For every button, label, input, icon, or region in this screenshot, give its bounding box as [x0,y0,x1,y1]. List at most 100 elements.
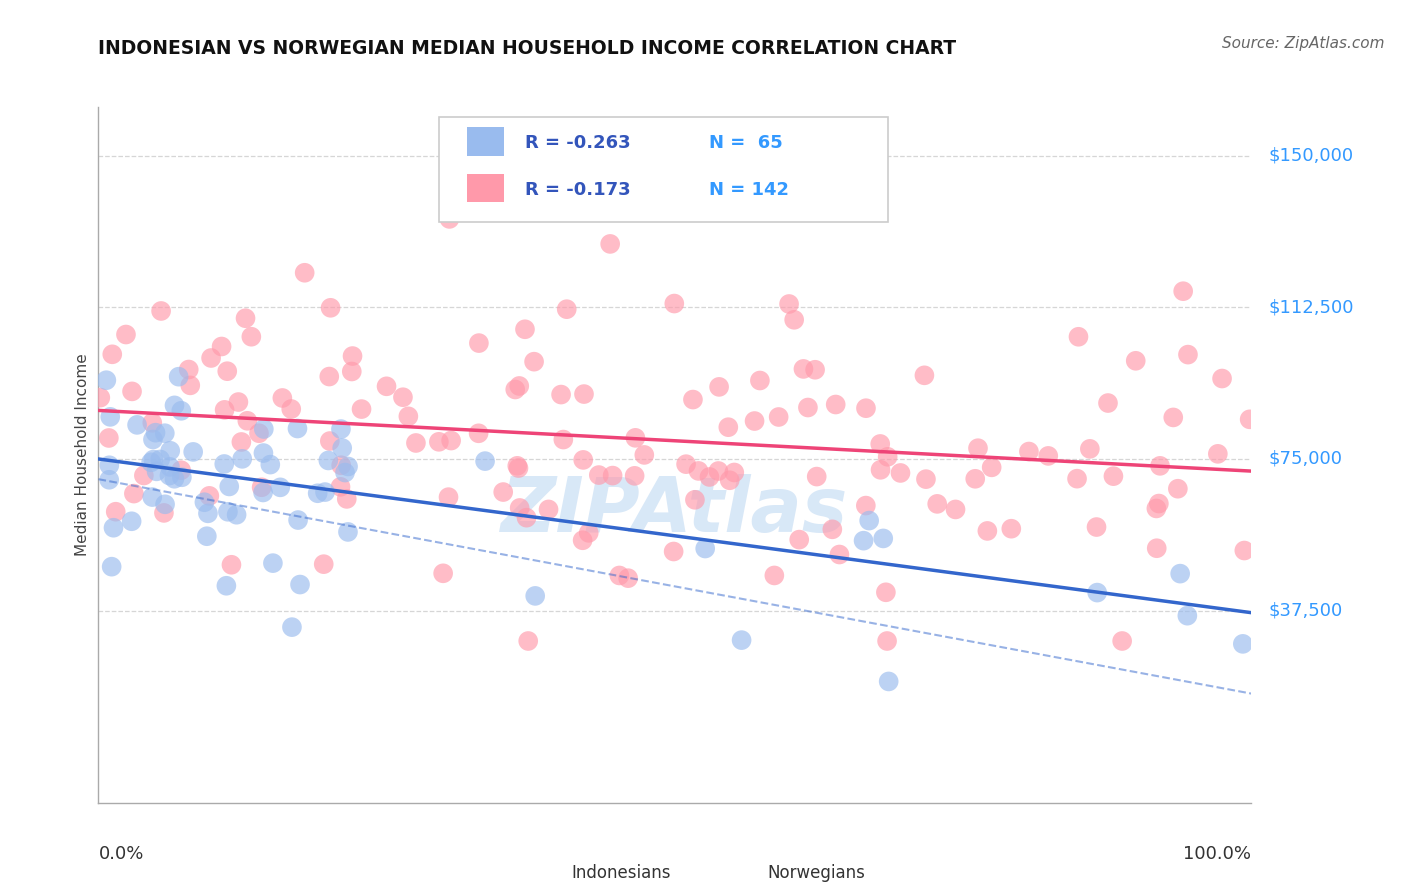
Point [287,421,309,435]
Point [1085,585,1108,599]
Point [153,426,176,441]
Point [617,571,640,585]
Point [1125,353,1147,368]
Point [163,472,186,486]
Point [163,398,186,412]
Point [1038,449,1060,463]
Text: 100.0%: 100.0% [1184,845,1251,863]
Point [1078,442,1101,456]
Text: Norwegians: Norwegians [768,864,865,882]
Point [1173,284,1195,298]
Point [695,541,717,556]
Point [228,395,250,409]
Point [718,473,741,487]
Point [1111,634,1133,648]
Point [312,557,335,571]
Point [89,391,111,405]
Point [392,390,415,404]
Point [437,490,460,504]
Point [122,486,145,500]
Point [965,472,987,486]
Point [101,347,124,361]
Point [97,431,120,445]
Point [1067,330,1090,344]
Point [198,489,221,503]
Point [509,500,531,515]
Point [259,458,281,472]
Point [350,402,373,417]
Point [683,492,706,507]
Point [1147,497,1170,511]
Point [319,434,342,448]
Point [1239,412,1261,426]
Point [855,401,877,416]
Point [333,466,356,480]
Point [288,577,311,591]
Point [167,369,190,384]
Text: ZIPAtlas: ZIPAtlas [501,474,849,548]
Point [170,470,193,484]
Point [159,468,181,483]
Point [247,426,270,441]
Point [103,521,125,535]
Point [828,548,851,562]
Point [578,525,600,540]
Point [792,362,814,376]
Point [1211,371,1233,385]
Point [1233,543,1256,558]
Point [1175,608,1198,623]
Point [624,431,647,445]
Text: INDONESIAN VS NORWEGIAN MEDIAN HOUSEHOLD INCOME CORRELATION CHART: INDONESIAN VS NORWEGIAN MEDIAN HOUSEHOLD… [98,39,956,58]
Point [141,416,163,430]
Point [553,433,575,447]
Point [150,304,173,318]
Point [523,354,546,368]
Point [217,364,239,378]
Point [1000,522,1022,536]
Point [440,434,463,448]
Point [145,464,167,478]
Point [474,454,496,468]
Point [1146,541,1168,556]
Point [1168,566,1191,581]
Point [515,510,537,524]
Text: $150,000: $150,000 [1268,146,1354,165]
Point [177,362,200,376]
Point [912,368,935,383]
Point [141,490,163,504]
Point [503,383,526,397]
Y-axis label: Median Household Income: Median Household Income [75,353,90,557]
Point [269,480,291,494]
Point [513,322,536,336]
Point [250,480,273,494]
Point [508,379,530,393]
Point [730,633,752,648]
Point [877,674,900,689]
Point [139,455,162,469]
Point [98,473,121,487]
Point [149,452,172,467]
Point [783,313,806,327]
Point [876,450,898,464]
Point [142,452,165,467]
Point [492,485,515,500]
Point [121,514,143,528]
Point [231,434,253,449]
Point [396,409,419,424]
Point [218,479,240,493]
Point [121,384,143,399]
Point [318,453,340,467]
Point [195,529,218,543]
Text: Indonesians: Indonesians [571,864,671,882]
Text: $37,500: $37,500 [1268,602,1343,620]
Point [1177,348,1199,362]
Point [517,634,540,648]
Point [1018,444,1040,458]
Point [889,466,911,480]
Point [193,495,215,509]
Point [763,568,786,582]
Point [1161,410,1184,425]
Point [439,211,461,226]
Point [872,532,894,546]
Point [235,311,257,326]
